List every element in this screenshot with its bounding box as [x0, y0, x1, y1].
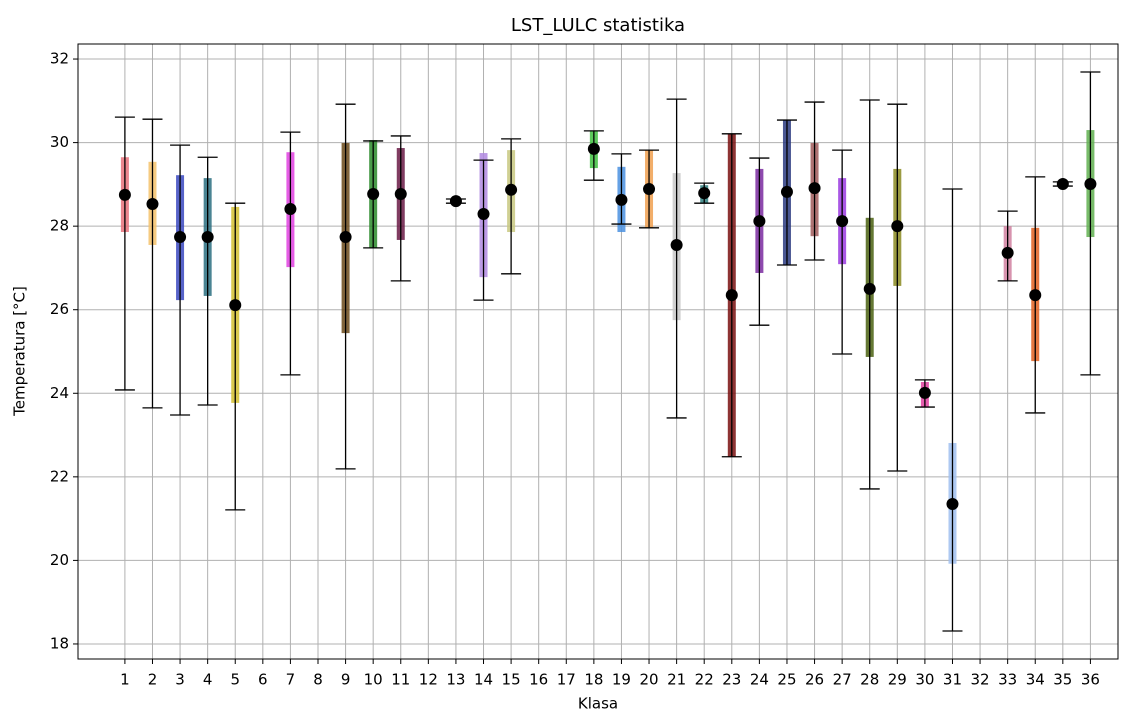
mean-dot — [836, 215, 849, 228]
x-tick-label: 32 — [971, 671, 990, 689]
mean-dot — [1029, 289, 1042, 302]
mean-dot — [643, 182, 656, 195]
x-tick-label: 24 — [750, 671, 769, 689]
mean-dot — [891, 220, 904, 233]
x-tick-label: 28 — [860, 671, 879, 689]
y-tick-label: 30 — [50, 133, 69, 151]
x-tick-label: 23 — [722, 671, 741, 689]
x-tick-label: 1 — [120, 671, 130, 689]
x-tick-label: 16 — [529, 671, 548, 689]
mean-dot — [284, 203, 297, 216]
x-tick-label: 22 — [695, 671, 714, 689]
x-tick-label: 31 — [943, 671, 962, 689]
y-tick-label: 28 — [50, 217, 69, 235]
y-axis-label: Temperatura [°C] — [11, 286, 29, 417]
x-tick-label: 26 — [805, 671, 824, 689]
y-tick-label: 20 — [50, 551, 69, 569]
mean-dot — [201, 231, 214, 244]
mean-dot — [1084, 177, 1097, 190]
x-tick-label: 13 — [446, 671, 465, 689]
mean-dot — [174, 231, 187, 244]
mean-dot — [615, 193, 628, 206]
mean-dot — [753, 215, 766, 228]
x-tick-label: 17 — [557, 671, 576, 689]
mean-dot — [863, 282, 876, 295]
x-tick-label: 35 — [1053, 671, 1072, 689]
x-axis-label: Klasa — [578, 695, 618, 713]
mean-dot — [367, 187, 380, 200]
x-tick-label: 15 — [502, 671, 521, 689]
x-tick-label: 11 — [391, 671, 410, 689]
mean-dot — [808, 182, 821, 195]
mean-dot — [339, 231, 352, 244]
mean-dot — [477, 208, 490, 221]
chart-title: LST_LULC statistika — [511, 15, 685, 36]
x-tick-label: 25 — [777, 671, 796, 689]
x-tick-label: 2 — [148, 671, 158, 689]
mean-dot — [780, 185, 793, 198]
mean-dot — [146, 198, 159, 211]
mean-dot — [1001, 246, 1014, 259]
x-tick-label: 14 — [474, 671, 493, 689]
x-tick-label: 9 — [341, 671, 351, 689]
x-tick-label: 5 — [230, 671, 240, 689]
x-tick-label: 6 — [258, 671, 268, 689]
mean-dot — [587, 142, 600, 155]
y-tick-label: 26 — [50, 300, 69, 318]
y-tick-label: 24 — [50, 384, 69, 402]
mean-dot — [946, 497, 959, 510]
x-tick-label: 21 — [667, 671, 686, 689]
x-tick-label: 19 — [612, 671, 631, 689]
x-tick-label: 30 — [915, 671, 934, 689]
x-tick-label: 8 — [313, 671, 323, 689]
mean-dot — [1056, 177, 1069, 190]
y-tick-label: 22 — [50, 467, 69, 485]
x-tick-label: 29 — [888, 671, 907, 689]
mean-dot — [918, 386, 931, 399]
mean-dot — [670, 238, 683, 251]
plot-frame — [77, 43, 1119, 660]
x-tick-label: 10 — [364, 671, 383, 689]
x-tick-label: 7 — [286, 671, 296, 689]
y-tick-label: 32 — [50, 50, 69, 68]
mean-dot — [725, 289, 738, 302]
y-tick-label: 18 — [50, 634, 69, 652]
mean-dot — [698, 187, 711, 200]
x-tick-label: 18 — [584, 671, 603, 689]
mean-dot — [449, 195, 462, 208]
x-tick-label: 12 — [419, 671, 438, 689]
mean-dot — [118, 188, 131, 201]
x-tick-label: 4 — [203, 671, 213, 689]
x-tick-label: 36 — [1081, 671, 1100, 689]
x-tick-label: 27 — [833, 671, 852, 689]
mean-dot — [505, 183, 518, 196]
x-tick-label: 33 — [998, 671, 1017, 689]
x-tick-label: 20 — [639, 671, 658, 689]
mean-dot — [394, 187, 407, 200]
x-tick-label: 3 — [175, 671, 185, 689]
mean-dot — [229, 299, 242, 312]
x-tick-label: 34 — [1026, 671, 1045, 689]
